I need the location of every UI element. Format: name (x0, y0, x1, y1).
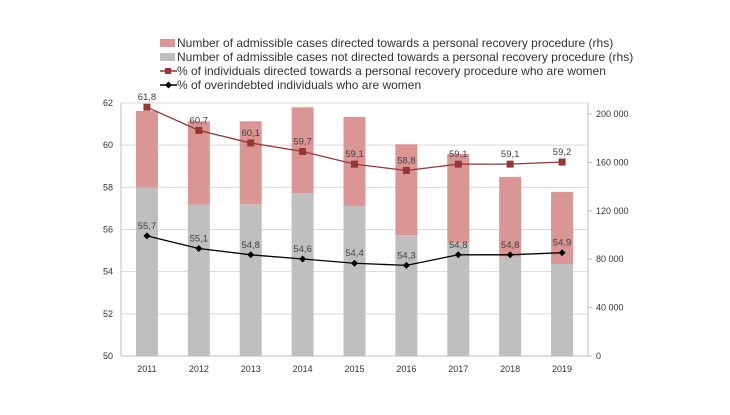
legend-label: % of overindebted individuals who are wo… (177, 78, 422, 92)
marker-diamond (558, 249, 566, 257)
data-label: 55,1 (190, 233, 209, 244)
bar-not-directed (135, 187, 158, 356)
bar-not-directed (239, 204, 262, 356)
left-tick-label: 62 (103, 98, 113, 108)
left-tick-label: 50 (103, 351, 113, 361)
data-label: 54,8 (241, 240, 260, 251)
data-label: 59,7 (293, 136, 312, 147)
marker-diamond (402, 261, 410, 269)
x-tick-label: 2012 (189, 364, 209, 374)
legend-item-not-directed: Number of admissible cases not directed … (160, 50, 633, 64)
marker-diamond (247, 251, 255, 259)
x-tick-label: 2011 (137, 364, 156, 374)
marker-square (195, 126, 203, 134)
marker-diamond (299, 255, 307, 263)
marker-diamond (195, 244, 203, 252)
bar-not-directed (343, 205, 366, 356)
right-tick-label: 80 000 (596, 254, 624, 264)
marker-square (506, 160, 514, 168)
bar-directed (499, 176, 522, 257)
marker-square (351, 160, 358, 168)
marker-square (143, 103, 151, 111)
bar-directed (187, 121, 210, 205)
data-label: 60,1 (241, 128, 260, 139)
bar-not-directed (291, 193, 314, 356)
legend: Number of admissible cases directed towa… (160, 36, 633, 92)
left-tick-label: 54 (103, 267, 113, 277)
x-tick-label: 2018 (500, 364, 520, 374)
bar-directed (551, 192, 574, 265)
bar-not-directed (499, 256, 522, 356)
legend-item-women-directed: % of individuals directed towards a pers… (160, 64, 633, 78)
marker-square (454, 160, 462, 168)
data-label: 54,8 (501, 240, 520, 251)
marker-diamond (454, 251, 462, 259)
legend-item-directed: Number of admissible cases directed towa… (160, 36, 633, 50)
marker-square (247, 139, 255, 147)
x-tick-label: 2016 (396, 364, 416, 374)
left-tick-label: 60 (103, 140, 113, 150)
data-label: 58,8 (397, 155, 416, 166)
marker-square (558, 158, 566, 166)
legend-label: Number of admissible cases not directed … (177, 50, 634, 64)
data-label: 60,7 (190, 115, 209, 126)
legend-label: % of individuals directed towards a pers… (177, 64, 606, 78)
marker-square (299, 147, 307, 155)
bar-not-directed (447, 242, 470, 356)
data-label: 59,2 (553, 147, 572, 158)
left-tick-label: 56 (103, 225, 113, 235)
data-label: 55,7 (138, 221, 157, 232)
x-tick-label: 2017 (448, 364, 468, 374)
marker-square (402, 166, 410, 174)
marker-diamond (506, 251, 514, 259)
bar-directed (135, 110, 158, 188)
right-tick-label: 160 000 (596, 157, 629, 167)
x-tick-label: 2019 (552, 364, 572, 374)
data-label: 59,1 (501, 149, 520, 160)
left-tick-label: 58 (103, 182, 113, 192)
x-tick-label: 2013 (241, 364, 261, 374)
legend-item-women-overindebted: % of overindebted individuals who are wo… (160, 78, 633, 92)
data-label: 54,3 (397, 250, 416, 261)
right-tick-label: 200 000 (596, 109, 629, 119)
data-label: 59,1 (449, 149, 468, 160)
bar-not-directed (187, 204, 210, 356)
marker-diamond (143, 232, 151, 240)
data-label: 61,8 (138, 92, 157, 103)
bar-not-directed (551, 264, 574, 356)
data-label: 54,6 (293, 244, 312, 255)
data-label: 54,4 (345, 248, 364, 259)
right-tick-label: 120 000 (596, 206, 629, 216)
data-label: 59,1 (345, 149, 364, 160)
marker-diamond (351, 259, 358, 267)
x-tick-label: 2014 (293, 364, 313, 374)
bar-directed (395, 144, 418, 235)
right-tick-label: 0 (596, 351, 601, 361)
x-tick-label: 2015 (344, 364, 364, 374)
bar-directed (447, 153, 470, 243)
data-label: 54,8 (449, 240, 468, 251)
right-tick-label: 40 000 (596, 303, 624, 313)
data-label: 54,9 (553, 238, 572, 249)
left-tick-label: 52 (103, 309, 113, 319)
legend-label: Number of admissible cases directed towa… (177, 36, 614, 50)
